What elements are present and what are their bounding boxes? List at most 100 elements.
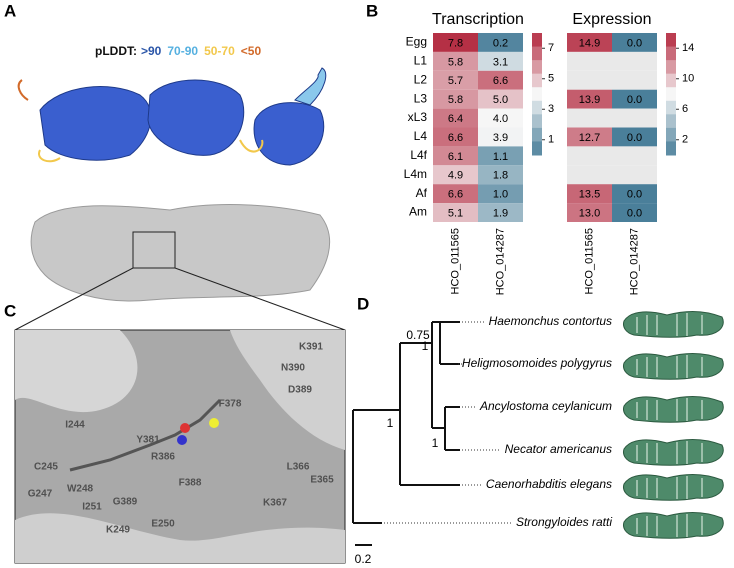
colorbar-segment bbox=[532, 33, 542, 48]
species-label: Strongyloides ratti bbox=[516, 515, 612, 529]
species-label: Ancylostoma ceylanicum bbox=[479, 399, 612, 413]
row-label: Egg bbox=[406, 35, 427, 49]
branch bbox=[431, 321, 445, 429]
cell-label: 12.7 bbox=[579, 132, 600, 144]
surface-patch bbox=[15, 330, 138, 413]
heat-cell bbox=[478, 165, 523, 185]
column-label: HCO_014287 bbox=[628, 228, 640, 295]
colorbar-segment bbox=[666, 73, 676, 88]
heat-cell bbox=[478, 203, 523, 222]
heat-cell bbox=[433, 165, 478, 185]
residue-label: K249 bbox=[106, 525, 130, 536]
column-label: HCO_011565 bbox=[583, 228, 595, 294]
colorbar-segment bbox=[532, 114, 542, 129]
loop bbox=[17, 79, 29, 101]
panel-label: B bbox=[366, 1, 378, 20]
heat-cell bbox=[433, 108, 478, 128]
cell-label: 7.8 bbox=[448, 37, 463, 49]
tree bbox=[352, 321, 460, 546]
domain bbox=[39, 86, 152, 161]
plddt-legend: pLDDT: >90 70-90 50-70 <50 bbox=[95, 44, 261, 58]
ribbon bbox=[623, 439, 724, 466]
heat-cell bbox=[612, 89, 657, 109]
heat-cell bbox=[612, 203, 657, 222]
helix bbox=[294, 67, 327, 106]
colorbar-tick-label: 10 bbox=[682, 73, 694, 85]
empty-cell bbox=[612, 165, 657, 185]
cell-label: 1.8 bbox=[493, 170, 508, 182]
heatmap-title: Expression bbox=[572, 11, 651, 28]
structure-thumbnail bbox=[623, 439, 724, 466]
colorbar-tick-label: 14 bbox=[682, 42, 694, 54]
heat-cell bbox=[478, 127, 523, 147]
domain bbox=[147, 79, 245, 156]
atom bbox=[180, 423, 190, 433]
ribbon bbox=[623, 474, 724, 501]
empty-cell bbox=[567, 108, 612, 128]
empty-cell bbox=[567, 146, 612, 166]
species-label: Heligmosomoides polygyrus bbox=[462, 356, 612, 370]
colorbar-segment bbox=[666, 33, 676, 48]
cell-label: 5.0 bbox=[493, 94, 508, 106]
strands bbox=[636, 476, 703, 499]
heat-cell bbox=[433, 70, 478, 90]
heat-cell bbox=[433, 89, 478, 109]
loop bbox=[38, 149, 61, 163]
empty-cell bbox=[567, 70, 612, 90]
heat-cell bbox=[478, 70, 523, 90]
colorbar-segment bbox=[532, 127, 542, 142]
support-value: 1 bbox=[432, 436, 439, 450]
plddt-bin: 70-90 bbox=[167, 44, 198, 58]
strands bbox=[636, 514, 703, 537]
plddt-title: pLDDT: bbox=[95, 44, 137, 58]
row-label: Am bbox=[409, 205, 427, 219]
heat-cell bbox=[612, 33, 657, 52]
colorbar-segment bbox=[666, 127, 676, 142]
heat-cell bbox=[567, 33, 612, 52]
cell-label: 0.0 bbox=[627, 37, 642, 49]
empty-cell bbox=[567, 165, 612, 185]
residue-label: I244 bbox=[65, 420, 85, 431]
residue-label: L366 bbox=[287, 462, 310, 473]
row-label: L3 bbox=[414, 91, 428, 105]
zoom-line bbox=[174, 267, 346, 331]
row-label: xL3 bbox=[408, 110, 428, 124]
colorbar-segment bbox=[532, 60, 542, 75]
row-label: L2 bbox=[414, 72, 428, 86]
zoom-line bbox=[14, 267, 134, 331]
heat-cell bbox=[433, 203, 478, 222]
atom bbox=[177, 435, 187, 445]
heat-cell bbox=[433, 51, 478, 71]
cell-label: 3.1 bbox=[493, 56, 508, 68]
cell-label: 5.7 bbox=[448, 75, 463, 87]
colorbar-segment bbox=[532, 141, 542, 156]
empty-cell bbox=[612, 70, 657, 90]
domain bbox=[253, 102, 325, 166]
residue-label: G389 bbox=[113, 497, 138, 508]
plddt-bin: <50 bbox=[241, 44, 262, 58]
strands bbox=[636, 313, 703, 336]
species-label: Haemonchus contortus bbox=[489, 314, 612, 328]
heat-cell bbox=[433, 184, 478, 204]
cell-label: 4.0 bbox=[493, 113, 508, 125]
ligand bbox=[69, 398, 222, 472]
residue-label: Y381 bbox=[136, 435, 160, 446]
column-label: HCO_011565 bbox=[449, 228, 461, 294]
panel-label: A bbox=[4, 1, 16, 20]
heat-cell bbox=[567, 127, 612, 147]
heat-cell bbox=[433, 146, 478, 166]
support-value: 1 bbox=[422, 339, 429, 353]
residue-label: K367 bbox=[263, 498, 287, 509]
structure-thumbnail bbox=[623, 512, 724, 539]
branch bbox=[352, 409, 400, 524]
row-label: Af bbox=[416, 186, 428, 200]
residue-label: E250 bbox=[151, 519, 175, 530]
colorbar-segment bbox=[666, 46, 676, 61]
residue-label: N390 bbox=[281, 363, 305, 374]
heat-cell bbox=[612, 127, 657, 147]
cell-label: 5.1 bbox=[448, 207, 463, 219]
heat-cell bbox=[433, 127, 478, 147]
